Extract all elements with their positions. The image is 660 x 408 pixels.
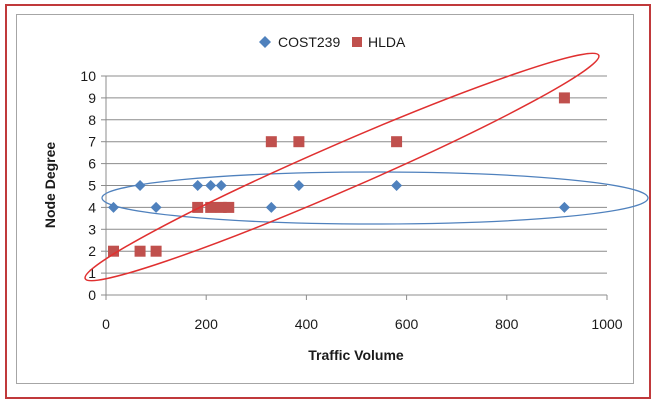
- y-tick-label: 9: [88, 90, 96, 106]
- axes: [101, 75, 608, 300]
- y-tick-label: 2: [88, 243, 96, 259]
- x-tick-label: 400: [295, 316, 319, 332]
- x-tick-label: 600: [395, 316, 419, 332]
- hlda-point: [215, 201, 227, 213]
- y-tick-labels: 0 1 2 3 4 5 6 7 8 9 10: [80, 68, 96, 303]
- hlda-point: [192, 201, 204, 213]
- legend-item-cost239: COST239: [259, 34, 340, 50]
- hlda-point: [223, 201, 235, 213]
- cost239-point: [391, 180, 403, 191]
- legend-diamond-marker: [259, 36, 271, 48]
- cost239-point: [558, 201, 570, 213]
- y-axis-title: Node Degree: [42, 142, 58, 229]
- y-tick-label: 4: [88, 199, 96, 215]
- y-tick-label: 3: [88, 221, 96, 237]
- y-tick-label: 1: [88, 265, 96, 281]
- y-tick-label: 5: [88, 178, 96, 194]
- hlda-point: [134, 245, 146, 257]
- hlda-point: [265, 136, 277, 148]
- x-tick-label: 200: [195, 316, 219, 332]
- y-tick-label: 0: [88, 287, 96, 303]
- x-tick-labels: 0 200 400 600 800 1000: [102, 316, 623, 332]
- hlda-point: [150, 245, 162, 257]
- annotation-ellipses: [84, 52, 649, 282]
- cost239-point: [150, 201, 162, 213]
- legend-square-marker: [352, 37, 362, 47]
- cost239-point: [134, 180, 146, 191]
- gridlines: [106, 75, 607, 274]
- y-tick-label: 6: [88, 156, 96, 172]
- legend-label-cost239: COST239: [278, 34, 340, 50]
- y-tick-label: 8: [88, 112, 96, 128]
- cost239-point: [192, 180, 204, 191]
- legend: COST239 HLDA: [259, 34, 406, 50]
- hlda-point: [205, 201, 217, 213]
- cost239-point: [293, 180, 305, 191]
- y-tick-label: 10: [80, 68, 96, 84]
- cost239-point: [205, 180, 217, 191]
- x-tick-label: 1000: [591, 316, 622, 332]
- hlda-point: [108, 245, 120, 257]
- cost239-point: [215, 180, 227, 191]
- x-tick-label: 0: [102, 316, 110, 332]
- x-axis-title: Traffic Volume: [308, 347, 404, 363]
- y-tick-label: 7: [88, 134, 96, 150]
- hlda-ellipse: [84, 52, 600, 282]
- hlda-point: [293, 136, 305, 148]
- x-tick-label: 800: [495, 316, 519, 332]
- legend-item-hlda: HLDA: [352, 34, 406, 50]
- cost239-point: [265, 201, 277, 213]
- hlda-point: [391, 136, 403, 148]
- hlda-point: [558, 92, 570, 104]
- legend-label-hlda: HLDA: [368, 34, 406, 50]
- cost239-ellipse: [101, 171, 649, 225]
